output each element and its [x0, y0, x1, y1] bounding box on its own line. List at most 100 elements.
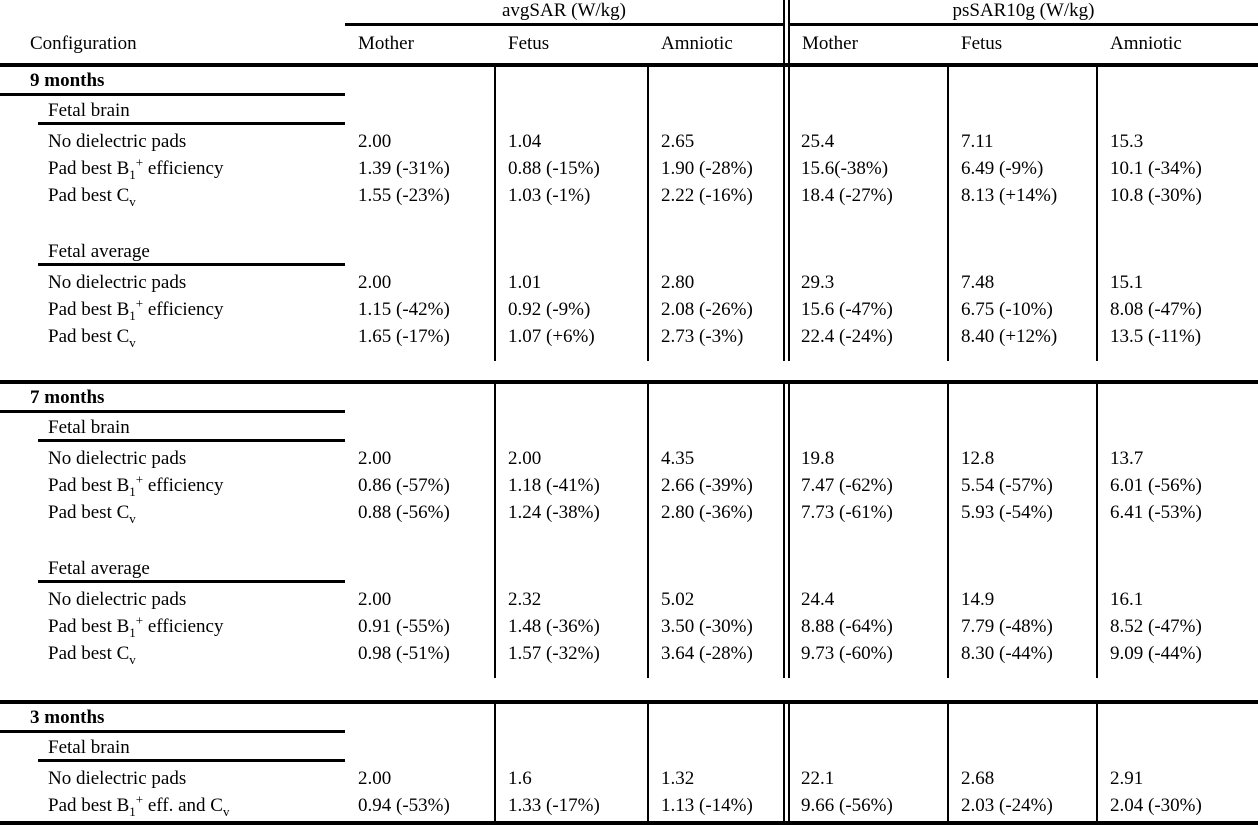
- value-cell: 1.24 (-38%): [508, 502, 600, 523]
- config-row: Pad best B1+ efficiency 1.39 (-31%) 0.88 (…: [0, 155, 1258, 182]
- section-7-months: 7 months Fetal brain No dielectric pads 2.0…: [0, 380, 1258, 678]
- config-row: No dielectric pads 2.00 1.04 2.65 25.4 7.11 15…: [0, 128, 1258, 155]
- value-cell: 1.33 (-17%): [508, 795, 600, 816]
- value-cell: 3.50 (-30%): [661, 616, 753, 637]
- group-divider-line: [783, 384, 785, 678]
- value-cell: 2.00: [508, 448, 542, 469]
- group-header-pssar10g: psSAR10g (W/kg): [789, 0, 1258, 26]
- column-divider-line: [1096, 67, 1098, 361]
- value-cell: 2.68: [961, 768, 995, 789]
- value-cell: 18.4 (-27%): [801, 185, 893, 206]
- subsection-title: Fetal brain: [38, 413, 345, 442]
- value-cell: 10.8 (-30%): [1110, 185, 1202, 206]
- value-cell: 19.8: [801, 448, 835, 469]
- label-segment: No dielectric pads: [48, 272, 187, 293]
- label-segment: eff. and C: [143, 795, 223, 816]
- value-cell: 2.00: [358, 448, 392, 469]
- label-segment: v: [129, 193, 136, 209]
- label-segment: Pad best C: [48, 643, 130, 664]
- label-segment: Pad best B: [48, 158, 130, 179]
- column-header-ps-fetus: Fetus: [961, 33, 1003, 54]
- column-divider-line: [494, 704, 496, 821]
- value-cell: 0.98 (-51%): [358, 643, 450, 664]
- label-segment: Pad best B: [48, 299, 130, 320]
- label-segment: No dielectric pads: [48, 448, 187, 469]
- subsection-title-row: Fetal brain: [0, 96, 1258, 128]
- value-cell: 15.6 (-47%): [801, 299, 893, 320]
- section-title: 9 months: [0, 67, 345, 96]
- config-row: No dielectric pads 2.00 2.32 5.02 24.4 14.9 16…: [0, 586, 1258, 613]
- group-divider-line: [788, 67, 790, 361]
- column-header-row: Configuration Mother Fetus Amniotic Moth…: [0, 26, 1258, 63]
- label-segment: No dielectric pads: [48, 131, 187, 152]
- section-title: 7 months: [0, 384, 345, 413]
- label-segment: +: [135, 154, 144, 170]
- value-cell: 7.47 (-62%): [801, 475, 893, 496]
- label-segment: 1: [129, 166, 136, 182]
- value-cell: 5.02: [661, 589, 695, 610]
- value-cell: 3.64 (-28%): [661, 643, 753, 664]
- section-title-row: 3 months: [0, 704, 1258, 733]
- value-cell: 2.00: [358, 272, 392, 293]
- config-label: Pad best Cv: [0, 182, 345, 209]
- value-cell: 5.93 (-54%): [961, 502, 1053, 523]
- column-header-ps-mother: Mother: [802, 33, 858, 54]
- column-header-ps-amniotic: Amniotic: [1110, 33, 1182, 54]
- config-label: Pad best B1+ efficiency: [0, 472, 345, 499]
- value-cell: 1.90 (-28%): [661, 158, 753, 179]
- value-cell: 2.03 (-24%): [961, 795, 1053, 816]
- column-divider-line: [947, 384, 949, 678]
- value-cell: 4.35: [661, 448, 695, 469]
- spacer-row: [0, 526, 1258, 554]
- group-divider-line: [783, 67, 785, 361]
- group-header-avgsar: avgSAR (W/kg): [345, 0, 783, 26]
- value-cell: 1.13 (-14%): [661, 795, 753, 816]
- subsection-title-row: Fetal brain: [0, 413, 1258, 445]
- section-9-months: 9 months Fetal brain No dielectric pads 2.0…: [0, 67, 1258, 361]
- config-row: Pad best B1+ efficiency 0.86 (-57%) 1.18 (…: [0, 472, 1258, 499]
- value-cell: 2.00: [358, 589, 392, 610]
- label-segment: v: [129, 334, 136, 350]
- config-label: No dielectric pads: [0, 765, 345, 792]
- config-row: No dielectric pads 2.00 1.6 1.32 22.1 2.68 2.9…: [0, 765, 1258, 792]
- value-cell: 2.66 (-39%): [661, 475, 753, 496]
- value-cell: 22.4 (-24%): [801, 326, 893, 347]
- subsection-title: Fetal average: [38, 237, 345, 266]
- column-header-configuration: Configuration: [30, 33, 137, 54]
- label-segment: +: [135, 471, 144, 487]
- config-row: Pad best Cv 0.98 (-51%) 1.57 (-32%) 3.64 (-…: [0, 640, 1258, 667]
- label-segment: Pad best C: [48, 502, 130, 523]
- value-cell: 2.73 (-3%): [661, 326, 744, 347]
- label-segment: 1: [129, 483, 136, 499]
- label-segment: efficiency: [143, 299, 224, 320]
- config-label: Pad best Cv: [0, 640, 345, 667]
- value-cell: 1.6: [508, 768, 532, 789]
- value-cell: 15.1: [1110, 272, 1144, 293]
- value-cell: 8.88 (-64%): [801, 616, 893, 637]
- subsection-title-row: Fetal average: [0, 554, 1258, 586]
- column-divider-line: [1096, 704, 1098, 821]
- label-segment: Pad best C: [48, 326, 130, 347]
- config-row: Pad best B1+ efficiency 0.91 (-55%) 1.48 (…: [0, 613, 1258, 640]
- config-label: No dielectric pads: [0, 586, 345, 613]
- label-segment: No dielectric pads: [48, 768, 187, 789]
- table-body: 9 months Fetal brain No dielectric pads 2.0…: [0, 67, 1258, 825]
- column-divider-line: [647, 384, 649, 678]
- value-cell: 1.03 (-1%): [508, 185, 591, 206]
- value-cell: 14.9: [961, 589, 995, 610]
- label-segment: Pad best B: [48, 475, 130, 496]
- column-divider-line: [647, 704, 649, 821]
- value-cell: 6.49 (-9%): [961, 158, 1044, 179]
- label-segment: +: [135, 612, 144, 628]
- value-cell: 8.08 (-47%): [1110, 299, 1202, 320]
- value-cell: 1.55 (-23%): [358, 185, 450, 206]
- column-header-avg-fetus: Fetus: [508, 33, 550, 54]
- subsection-title-row: Fetal average: [0, 237, 1258, 269]
- label-segment: efficiency: [143, 616, 224, 637]
- value-cell: 2.00: [358, 131, 392, 152]
- value-cell: 2.80: [661, 272, 695, 293]
- label-segment: v: [129, 510, 136, 526]
- value-cell: 15.3: [1110, 131, 1144, 152]
- value-cell: 2.08 (-26%): [661, 299, 753, 320]
- value-cell: 13.5 (-11%): [1110, 326, 1202, 347]
